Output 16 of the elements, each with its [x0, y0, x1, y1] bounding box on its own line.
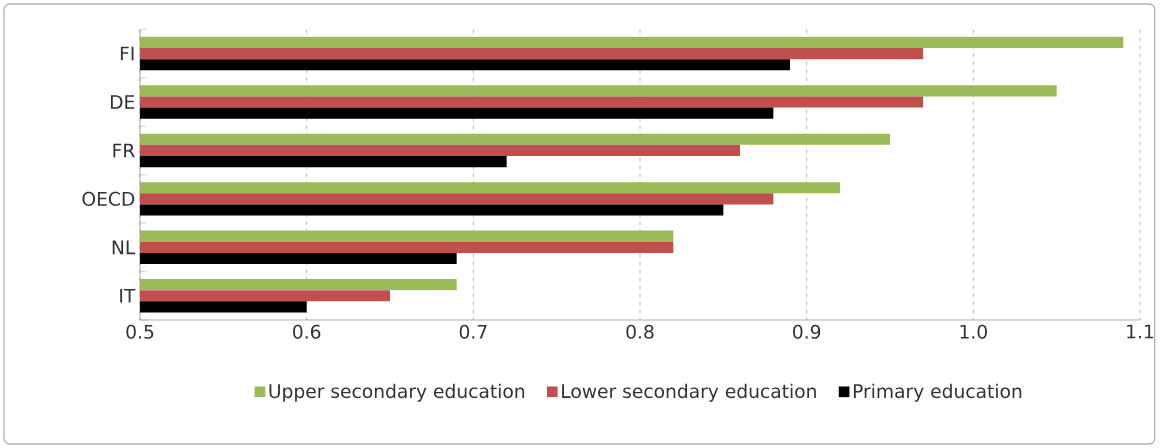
x-tick-label: 0.9: [793, 324, 821, 339]
y-tick-label: FR: [113, 143, 135, 158]
y-tick-label: NL: [112, 240, 136, 255]
legend-label: Upper secondary education: [269, 383, 525, 402]
y-tick-label: IT: [120, 288, 136, 303]
y-tick-label: OECD: [82, 191, 135, 206]
x-tick-label: 1.0: [960, 324, 987, 339]
x-tick-label: 0.8: [626, 324, 654, 339]
x-tick-label: 0.7: [459, 324, 487, 339]
y-tick-label: FI: [120, 46, 134, 61]
x-tick-label: 1.1: [1127, 324, 1154, 339]
legend-label: Primary education: [853, 383, 1022, 402]
legend-label: Lower secondary education: [562, 383, 816, 402]
x-tick-label: 0.6: [293, 324, 321, 339]
x-tick-label: 0.5: [126, 324, 154, 339]
y-tick-label: DE: [110, 95, 135, 109]
